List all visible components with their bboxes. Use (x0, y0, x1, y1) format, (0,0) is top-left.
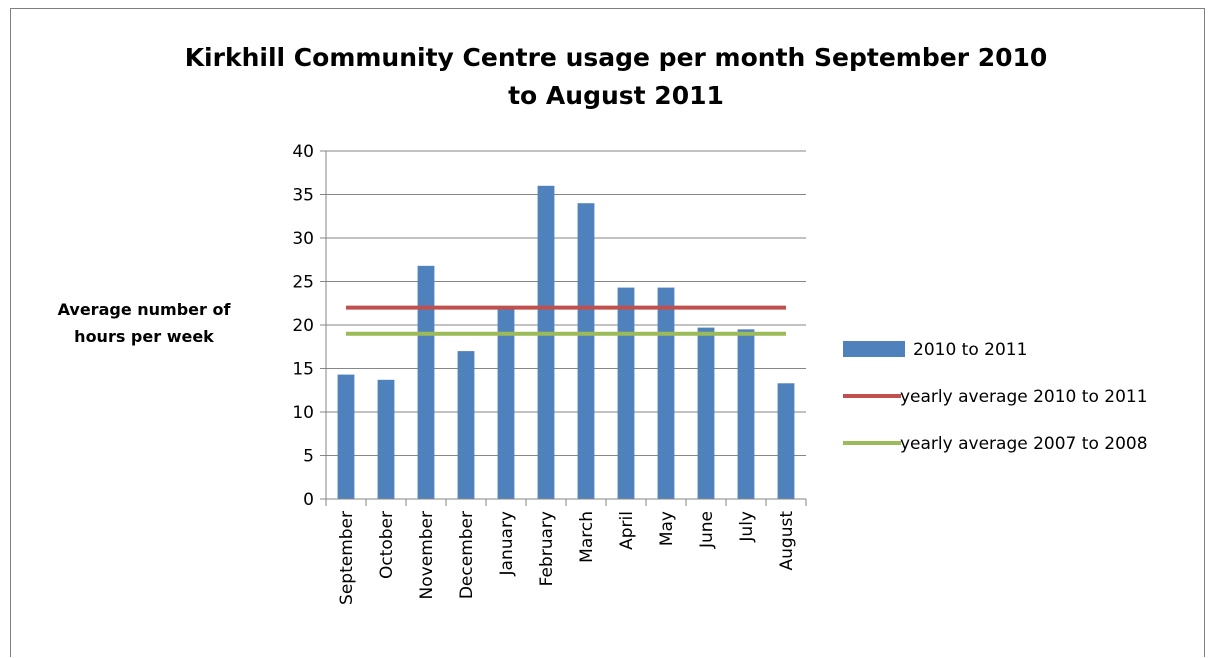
y-tick-label: 25 (292, 273, 314, 293)
y-axis-title-line: Average number of (58, 300, 232, 319)
legend-item: 2010 to 2011 (843, 340, 1027, 360)
y-tick-label: 0 (303, 490, 314, 510)
y-tick-label: 20 (292, 316, 314, 336)
x-tick-label: July (737, 511, 757, 543)
bar-chart: Kirkhill Community Centre usage per mont… (58, 43, 1148, 605)
bar (337, 374, 355, 499)
legend-item: yearly average 2007 to 2008 (843, 434, 1148, 454)
legend-label: yearly average 2010 to 2011 (900, 387, 1148, 407)
bar (537, 185, 555, 500)
y-tick-labels: 0 5 10 15 20 25 30 35 40 (292, 142, 314, 510)
legend-swatch-bar (843, 341, 905, 357)
chart-title-line: to August 2011 (508, 81, 724, 110)
y-tick-label: 15 (292, 360, 314, 380)
x-tick-label: February (537, 511, 557, 586)
x-tick-label: March (577, 511, 597, 563)
x-tick-labels: September October November December January F… (337, 511, 797, 605)
bar (697, 327, 715, 499)
x-tick-label: November (417, 511, 437, 599)
x-tick-label: January (497, 511, 517, 576)
bar-series (337, 185, 795, 500)
y-tick-label: 30 (292, 229, 314, 249)
average-lines (346, 305, 786, 336)
axes (320, 150, 807, 506)
gridlines (326, 150, 806, 456)
bar (617, 287, 635, 499)
x-tick-label: September (337, 511, 357, 605)
x-tick-label: June (697, 511, 717, 549)
chart-title: Kirkhill Community Centre usage per mont… (185, 43, 1048, 110)
bar (417, 265, 435, 499)
x-tick-label: April (617, 511, 637, 550)
y-tick-label: 40 (292, 142, 314, 162)
y-axis-title-line: hours per week (74, 327, 214, 346)
legend-label: yearly average 2007 to 2008 (900, 434, 1148, 454)
y-axis-title: Average number of hours per week (58, 300, 232, 346)
x-tick-label: December (457, 511, 477, 599)
bar (457, 351, 475, 499)
bar (777, 383, 795, 499)
bar (657, 287, 675, 499)
legend-label: 2010 to 2011 (913, 340, 1027, 360)
y-tick-label: 5 (303, 447, 314, 467)
x-tick-label: October (377, 511, 397, 579)
legend-item: yearly average 2010 to 2011 (843, 387, 1148, 407)
y-tick-label: 10 (292, 403, 314, 423)
x-tick-label: May (657, 511, 677, 546)
bar (497, 307, 515, 499)
chart-title-line: Kirkhill Community Centre usage per mont… (185, 43, 1048, 72)
x-tick-label: August (777, 511, 797, 571)
bar (577, 203, 595, 499)
chart-area: Kirkhill Community Centre usage per mont… (10, 8, 1205, 657)
legend: 2010 to 2011 yearly average 2010 to 2011 y… (843, 340, 1148, 454)
bar (377, 379, 395, 499)
bar (737, 329, 755, 499)
y-tick-label: 35 (292, 186, 314, 206)
